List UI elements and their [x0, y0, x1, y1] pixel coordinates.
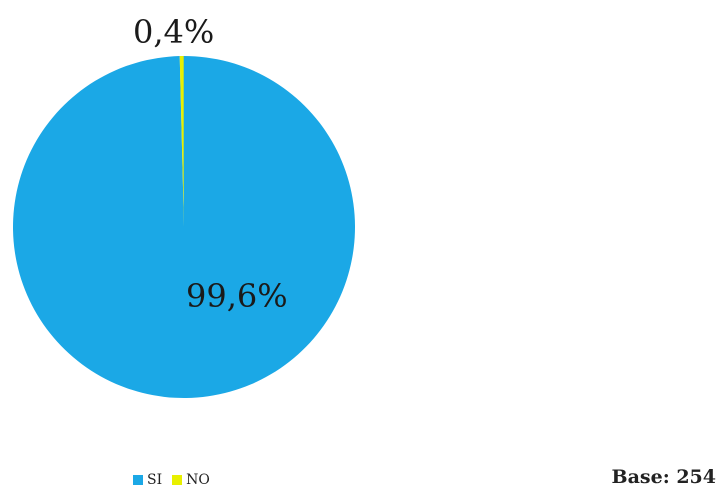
base-note: Base: 254 [611, 466, 716, 488]
data-label-si: 99,6% [186, 277, 288, 315]
pie-slice-no [179, 56, 184, 227]
legend-label-si: SI [147, 472, 163, 488]
legend-swatch-no [172, 475, 183, 485]
legend-label-no: NO [186, 472, 210, 488]
data-label-no: 0,4% [133, 13, 214, 51]
legend-swatch-si [133, 475, 143, 485]
pie-slices [13, 56, 356, 398]
legend: SI NO [133, 472, 210, 488]
legend-item-no: NO [172, 472, 210, 488]
pie-chart: 99,6% 0,4% [13, 13, 356, 398]
legend-item-si: SI [133, 472, 162, 488]
